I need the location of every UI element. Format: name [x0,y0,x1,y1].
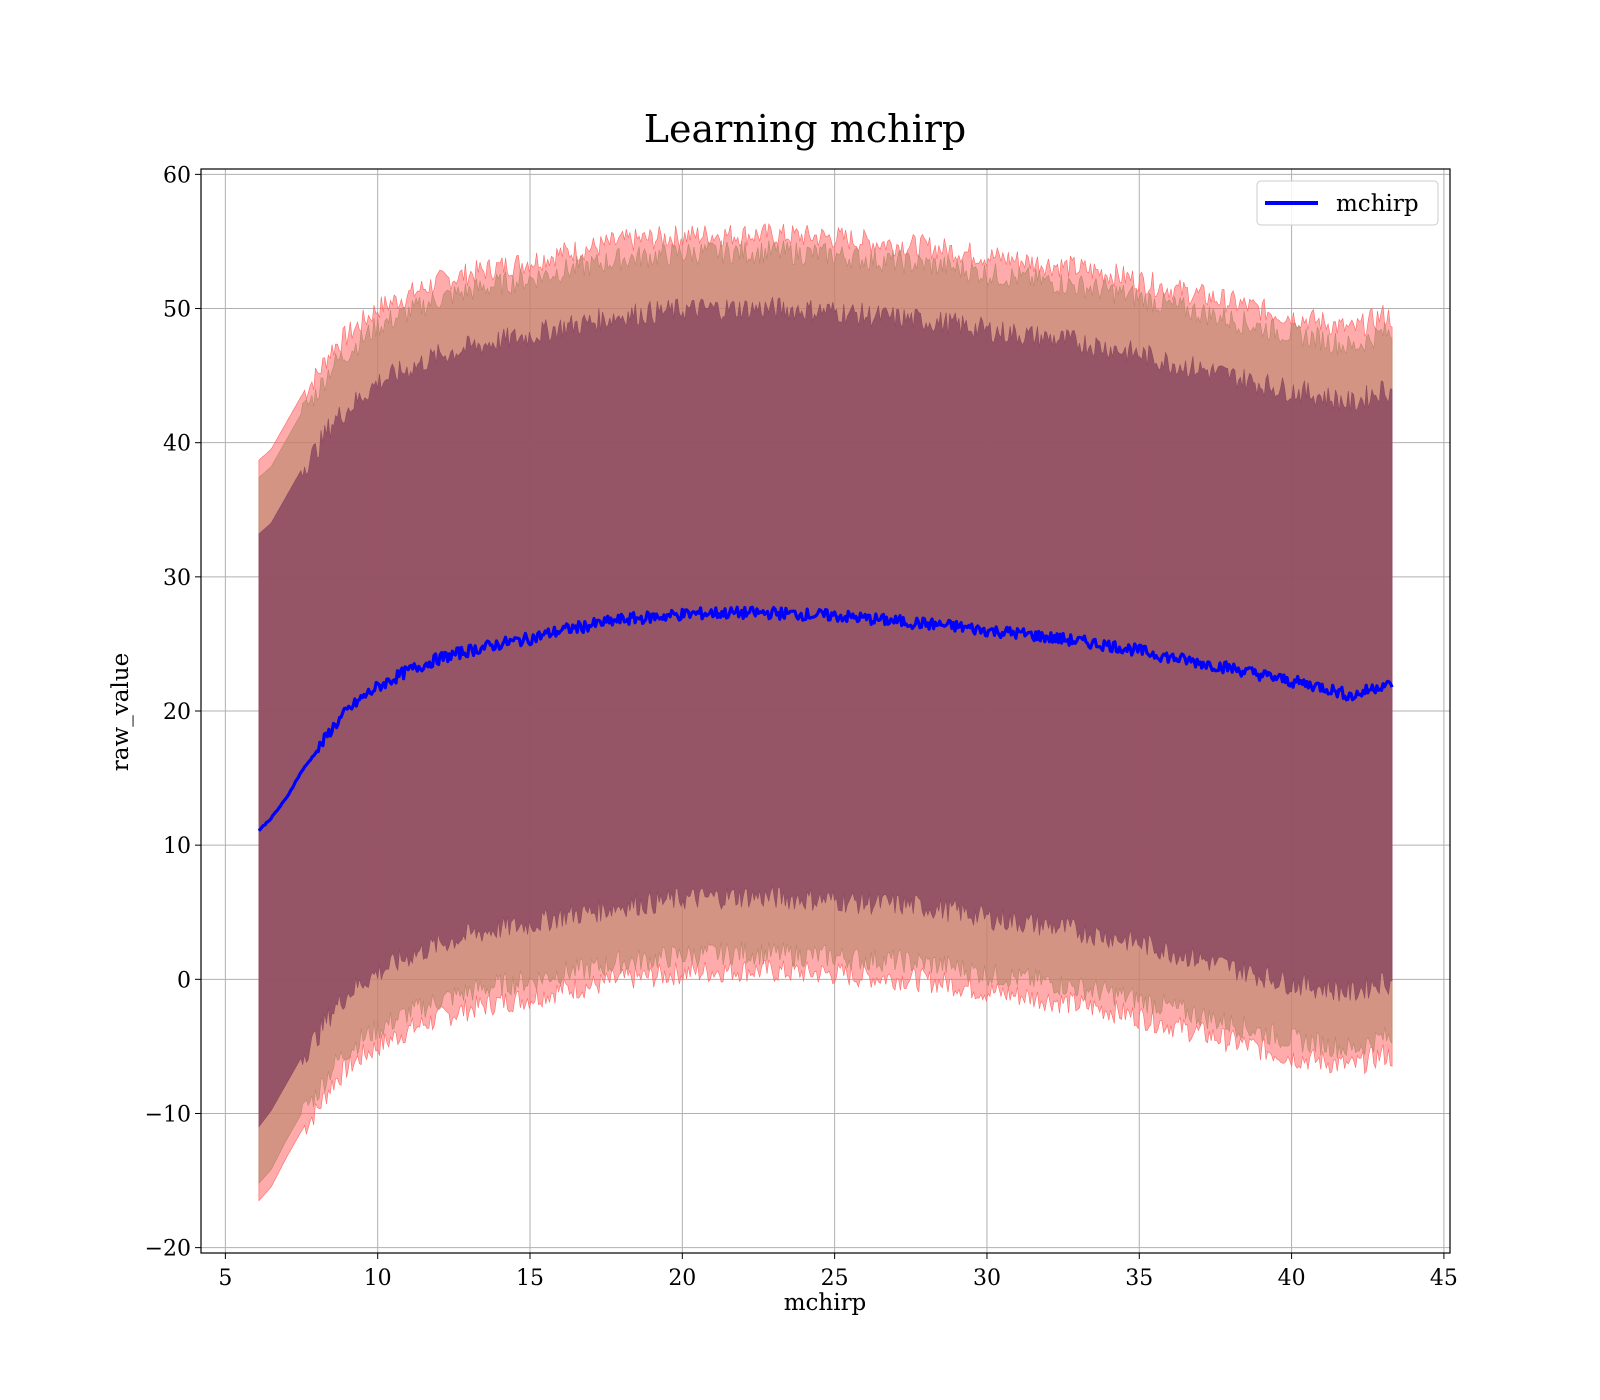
x-tick-label-5: 30 [973,1266,1001,1291]
x-axis-ticks: 5 10 15 20 25 30 35 40 45 [218,1253,1458,1291]
y-tick-label-0: −20 [145,1237,191,1262]
chart-title: Learning mchirp [644,107,966,151]
y-tick-label-1: −10 [145,1102,191,1127]
legend: mchirp [1256,180,1439,226]
x-tick-label-0: 5 [218,1266,232,1291]
x-tick-label-4: 25 [821,1266,849,1291]
x-tick-label-7: 40 [1278,1266,1306,1291]
x-tick-label-3: 20 [668,1266,696,1291]
legend-label-mchirp: mchirp [1336,191,1419,217]
x-axis-label: mchirp [784,1290,867,1316]
series-lines [257,605,1394,832]
x-tick-label-8: 45 [1430,1266,1458,1291]
y-tick-label-4: 20 [163,700,191,725]
x-tick-label-1: 10 [364,1266,392,1291]
y-tick-label-6: 40 [163,432,191,457]
series-line-0 [257,605,1394,832]
y-tick-label-3: 10 [163,834,191,859]
x-tick-label-6: 35 [1125,1266,1153,1291]
y-axis-label: raw_value [108,653,134,771]
band-2 [258,297,1393,1128]
y-tick-label-8: 60 [163,163,191,188]
y-tick-label-2: 0 [177,968,191,993]
legend-box [1256,180,1439,226]
bands [258,223,1393,1202]
x-tick-label-2: 15 [516,1266,544,1291]
y-tick-label-7: 50 [163,298,191,323]
y-axis-ticks: −20 −10 0 10 20 30 40 50 60 [145,163,201,1262]
y-tick-label-5: 30 [163,566,191,591]
